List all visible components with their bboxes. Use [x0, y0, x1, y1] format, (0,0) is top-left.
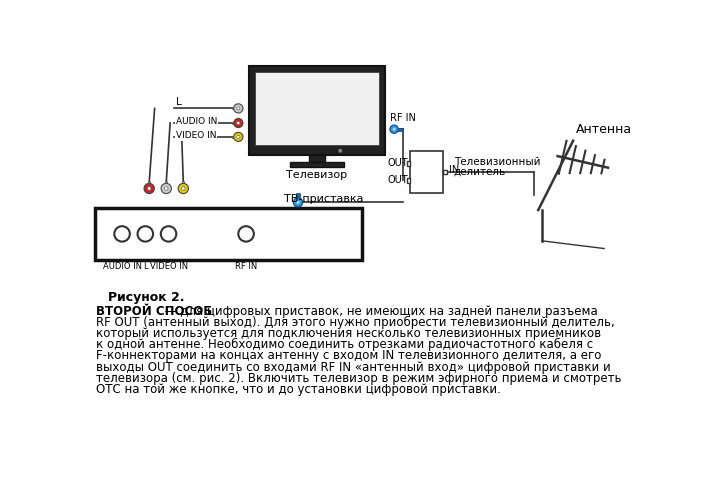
Bar [410, 151, 443, 193]
Circle shape [338, 149, 342, 153]
Text: Рисунок 2.: Рисунок 2. [108, 291, 185, 304]
Circle shape [138, 226, 153, 242]
Polygon shape [231, 107, 239, 109]
Text: делитель: делитель [454, 167, 506, 177]
Circle shape [236, 121, 240, 125]
Text: Антенна: Антенна [575, 123, 632, 136]
Circle shape [165, 187, 168, 190]
Bar [95, 208, 362, 260]
Bar [407, 161, 410, 166]
Circle shape [161, 226, 176, 242]
Text: Телевизор: Телевизор [286, 170, 348, 180]
Circle shape [178, 183, 188, 194]
Circle shape [390, 125, 398, 133]
Text: RF IN: RF IN [391, 113, 416, 123]
Text: Телевизионный: Телевизионный [454, 157, 540, 167]
Circle shape [296, 201, 300, 204]
Text: RF OUT (антенный выход). Для этого нужно приобрести телевизионный делитель,: RF OUT (антенный выход). Для этого нужно… [97, 316, 616, 329]
Text: OUT: OUT [387, 159, 408, 169]
Circle shape [161, 183, 171, 194]
Text: L: L [143, 262, 148, 271]
Polygon shape [182, 181, 185, 189]
Circle shape [236, 135, 240, 139]
Bar [443, 170, 447, 174]
Bar [290, 162, 344, 167]
Circle shape [182, 187, 185, 190]
Text: ВТОРОЙ СПОСОБ: ВТОРОЙ СПОСОБ [97, 305, 213, 318]
Circle shape [393, 128, 395, 131]
Bar [407, 178, 410, 183]
Circle shape [239, 226, 254, 242]
Polygon shape [148, 181, 151, 189]
Bar [249, 66, 385, 155]
Text: VIDEO IN: VIDEO IN [150, 262, 187, 271]
Circle shape [234, 118, 243, 128]
Text: — для цифровых приставок, не имеющих на задней панели разъема: — для цифровых приставок, не имеющих на … [161, 305, 598, 318]
Polygon shape [394, 128, 403, 131]
Text: AUDIO IN: AUDIO IN [102, 262, 141, 271]
Polygon shape [297, 193, 300, 202]
Text: телевизора (см. рис. 2). Включить телевизор в режим эфирного приема и смотреть: телевизора (см. рис. 2). Включить телеви… [97, 372, 622, 385]
Text: RF IN: RF IN [235, 262, 257, 271]
Circle shape [236, 107, 240, 110]
Text: ОТС на той же кнопке, что и до установки цифровой приставки.: ОТС на той же кнопке, что и до установки… [97, 383, 501, 396]
Text: L: L [175, 97, 181, 107]
Text: VIDEO IN: VIDEO IN [175, 131, 216, 140]
Text: к одной антенне. Необходимо соединить отрезками радиочастотного кабеля с: к одной антенне. Необходимо соединить от… [97, 338, 594, 351]
Text: IN: IN [449, 165, 459, 175]
Text: ТВ-приставка: ТВ-приставка [284, 194, 364, 204]
Bar [256, 72, 378, 145]
Text: AUDIO IN: AUDIO IN [175, 117, 217, 126]
Text: который используется для подключения несколько телевизионных приемников: который используется для подключения нес… [97, 327, 601, 340]
Text: выходы OUT соединить со входами RF IN «антенный вход» цифровой приставки и: выходы OUT соединить со входами RF IN «а… [97, 361, 611, 374]
Circle shape [234, 132, 243, 141]
Text: OUT: OUT [387, 175, 408, 186]
Bar [310, 155, 324, 162]
Circle shape [114, 226, 130, 242]
Circle shape [148, 187, 151, 190]
Circle shape [293, 198, 302, 207]
Polygon shape [231, 122, 239, 124]
Text: F-коннекторами на концах антенну с входом IN телевизионного делителя, а его: F-коннекторами на концах антенну с входо… [97, 349, 602, 362]
Polygon shape [231, 136, 239, 138]
Circle shape [234, 104, 243, 113]
Circle shape [144, 183, 154, 194]
Polygon shape [165, 181, 168, 189]
